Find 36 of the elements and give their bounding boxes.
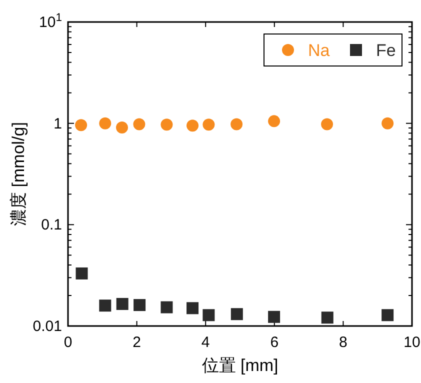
x-tick-label: 6: [270, 334, 279, 351]
point: [75, 119, 88, 132]
x-tick-label: 10: [404, 334, 420, 351]
point: [116, 121, 128, 134]
point: [99, 117, 112, 130]
point: [99, 300, 112, 312]
y-tick-label: 1: [54, 115, 62, 132]
point: [268, 310, 280, 323]
x-tick-label: 0: [64, 334, 72, 351]
x-tick-label: 2: [132, 334, 141, 351]
point: [202, 118, 215, 131]
y-tick-label: 10$^{1}$: [39, 12, 62, 31]
point: [321, 312, 334, 324]
point: [160, 301, 173, 314]
legend-label: Na: [308, 41, 330, 60]
point: [202, 309, 215, 322]
point: [268, 115, 280, 128]
point: [230, 308, 243, 320]
x-axis-title: 位置 [mm]: [202, 356, 278, 375]
point: [186, 302, 199, 314]
point: [116, 298, 128, 310]
x-tick-label: 4: [201, 334, 210, 351]
y-tick-label: 0.01: [32, 318, 62, 335]
point: [382, 309, 394, 322]
point: [186, 120, 199, 132]
y-axis-title: 濃度 [mmol/g]: [9, 122, 28, 226]
x-tick-label: 8: [339, 334, 348, 351]
point: [160, 118, 173, 131]
point: [133, 118, 146, 130]
point: [230, 118, 243, 130]
point: [321, 118, 334, 130]
point: [76, 267, 88, 280]
point: [382, 117, 394, 130]
legend-label: Fe: [376, 41, 396, 60]
y-tick-label: 0.1: [41, 216, 62, 234]
point: [134, 299, 146, 312]
